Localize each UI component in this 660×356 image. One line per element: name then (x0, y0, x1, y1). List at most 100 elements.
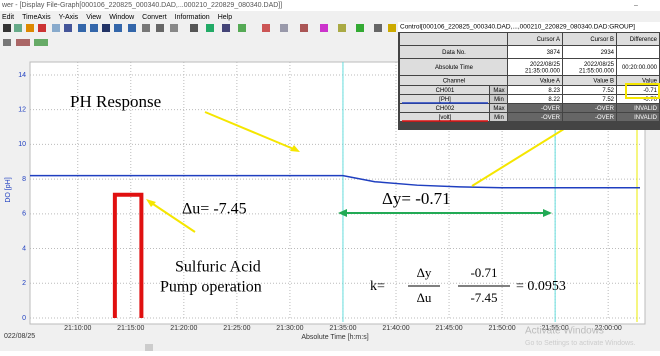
table-cell (563, 76, 616, 85)
menu-item[interactable]: Y-Axis (59, 14, 79, 21)
y-tick-label: 6 (22, 211, 26, 218)
y-tick-label: 4 (22, 245, 26, 252)
cell-text: Value (642, 79, 658, 85)
cell-text: Cursor B (590, 37, 614, 43)
cell-text: 7.52 (602, 97, 614, 103)
table-cell (617, 46, 659, 58)
menu-item[interactable]: Edit (2, 14, 14, 21)
y-tick-label: 14 (18, 72, 26, 79)
cell-text: 2022/08/25 (530, 62, 561, 68)
x-tick-label: 21:30:00 (276, 325, 303, 332)
y-tick-label: 10 (18, 141, 26, 148)
table-cell (508, 76, 562, 85)
table-cell (563, 95, 616, 103)
x-tick-label: 21:15:00 (117, 325, 144, 332)
table-cell (490, 86, 507, 94)
y-tick-label: 8 (22, 176, 26, 183)
toolbar (3, 24, 396, 46)
table-cell (508, 59, 562, 75)
y-tick-label: 0 (22, 315, 26, 322)
cell-text: Min (494, 115, 504, 121)
control-title: Control[000106_220825_000340.DAD,...,000… (400, 24, 635, 31)
table-cell (617, 76, 659, 85)
y-tick-label: 2 (22, 280, 26, 287)
cell-text: INVALID (634, 115, 658, 121)
cell-text: INVALID (634, 106, 658, 112)
table-cell (400, 76, 507, 85)
annotation: Pump operation (160, 279, 262, 296)
table-cell (563, 59, 616, 75)
formula: k= (370, 279, 385, 294)
table-cell (508, 113, 562, 121)
table-cell (617, 33, 659, 45)
x-tick-label: 21:20:00 (170, 325, 197, 332)
annotation: Δu= -7.45 (182, 201, 247, 218)
menu-item[interactable]: View (86, 14, 102, 21)
cell-text: 21:55:00.000 (579, 68, 615, 74)
cell-text: 8.23 (548, 88, 560, 94)
table-cell (563, 46, 616, 58)
cell-text: 3874 (547, 50, 561, 56)
cell-text: 2934 (601, 50, 615, 56)
menu-item[interactable]: Information (175, 14, 210, 21)
cell-text: CH001 (436, 88, 455, 94)
x-tick-label: 21:25:00 (223, 325, 250, 332)
x-tick-label: 22:00:00 (595, 325, 622, 332)
cell-text: -OVER (595, 115, 615, 121)
table-cell (617, 86, 659, 94)
annotation: PH Response (70, 92, 161, 111)
cell-text: [PH] (439, 97, 451, 103)
formula: -0.71 (470, 265, 497, 280)
formula: = 0.0953 (516, 279, 566, 294)
cell-text: -OVER (541, 106, 561, 112)
x-tick-label: 21:35:00 (329, 325, 356, 332)
control-window: Control[000106_220825_000340.DAD,...,000… (398, 22, 660, 130)
cell-text: Value A (540, 79, 560, 85)
cell-text: Max (493, 106, 504, 112)
x-tick-label: 21:10:00 (64, 325, 91, 332)
scrollbar-thumb[interactable] (145, 344, 153, 351)
cell-text: Channel (443, 79, 465, 85)
highlight-box (625, 83, 660, 99)
annotation: Sulfuric Acid (175, 259, 261, 276)
control-titlebar (398, 22, 660, 32)
table-cell (617, 59, 659, 75)
table-cell (617, 104, 659, 112)
table-cell (563, 33, 616, 45)
x-tick-label: 21:45:00 (435, 325, 462, 332)
series-line (30, 174, 640, 189)
formula: -7.45 (470, 290, 497, 305)
formula: Δu (417, 290, 432, 305)
menu-item[interactable]: Window (109, 14, 135, 21)
watermark: Go to Settings to activate Windows. (525, 340, 636, 347)
table-cell (508, 95, 562, 103)
formula: Δy (417, 265, 432, 280)
watermark: Activate Windows (525, 326, 604, 337)
x-tick-label: 21:50:00 (488, 325, 515, 332)
cell-text: 2022/08/25 (584, 62, 615, 68)
cell-text: [volt] (439, 115, 452, 121)
table-cell (490, 95, 507, 103)
menu-item[interactable]: TimeAxis (22, 14, 51, 21)
table-cell (508, 104, 562, 112)
minimize-button[interactable]: – (634, 2, 638, 9)
table-cell (400, 95, 489, 103)
table-cell (400, 113, 489, 121)
table-cell (508, 86, 562, 94)
table-cell (563, 86, 616, 94)
annotation: Δy= -0.71 (382, 189, 451, 208)
cell-text: CH002 (436, 106, 455, 112)
x-axis-label: Absolute Time [h:m:s] (301, 334, 368, 341)
cell-text: -OVER (541, 115, 561, 121)
menu-item[interactable]: Convert (142, 14, 167, 21)
table-cell (563, 113, 616, 121)
menu-item[interactable]: Help (218, 14, 233, 21)
cell-text: Min (494, 97, 504, 103)
table-cell (508, 33, 562, 45)
table-cell (400, 33, 507, 45)
cell-text: Absolute Time (435, 65, 474, 71)
title-bar (0, 0, 660, 11)
series-line (112, 192, 144, 318)
cell-text: 8.22 (548, 97, 560, 103)
